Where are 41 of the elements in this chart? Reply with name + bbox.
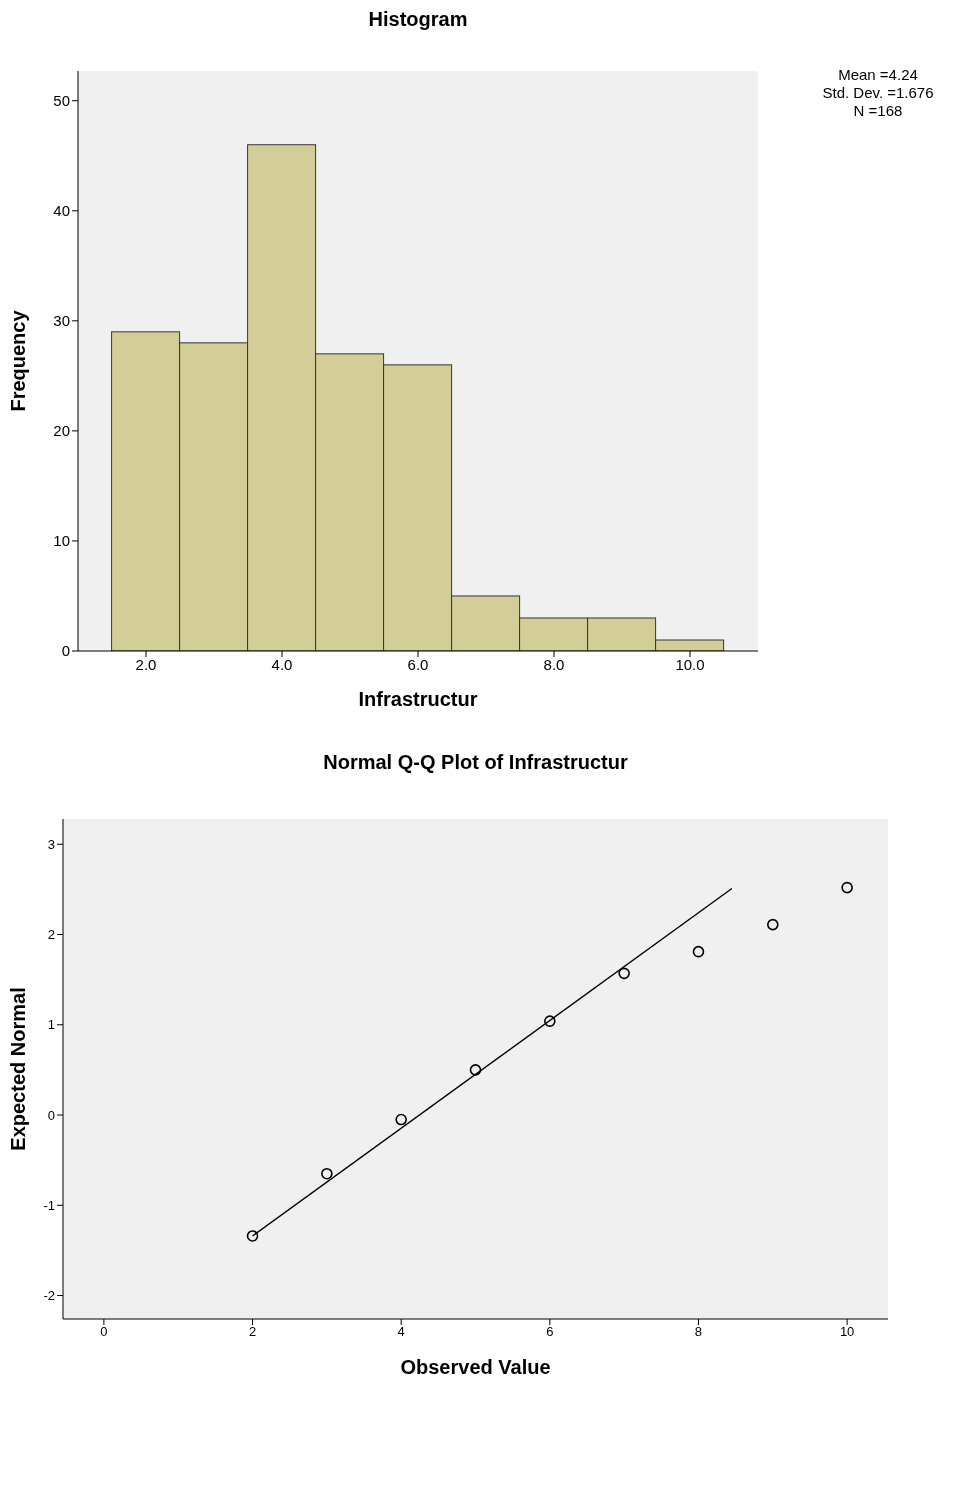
- y-tick-label: 40: [53, 202, 70, 220]
- y-tick-label: 0: [61, 642, 70, 660]
- x-tick-label: 4.0: [271, 655, 293, 673]
- point: [321, 1167, 333, 1180]
- y-tick-label: 20: [53, 422, 70, 440]
- chart-title: Normal Q-Q Plot of Infrastructur: [322, 751, 629, 774]
- x-tick-label: 6.0: [407, 655, 429, 673]
- x-tick-label: 2: [248, 1324, 257, 1340]
- x-tick-label: 8: [694, 1324, 703, 1340]
- point: [767, 918, 779, 931]
- point: [618, 967, 630, 980]
- x-tick-label: 8.0: [543, 655, 565, 673]
- point: [544, 1015, 556, 1027]
- point: [841, 881, 853, 894]
- y-tick-label: 1: [47, 1017, 55, 1033]
- y-axis-title: Expected Normal: [7, 987, 30, 1151]
- y-tick-label: 30: [53, 312, 70, 330]
- x-tick-label: 10: [839, 1324, 855, 1340]
- y-axis-title: Frequency: [7, 309, 30, 412]
- y-tick-label: 3: [47, 836, 55, 852]
- y-tick-label: -1: [43, 1197, 55, 1213]
- point: [692, 945, 705, 958]
- point: [469, 1064, 482, 1076]
- y-tick-label: 2: [47, 927, 55, 943]
- x-tick-label: 0: [100, 1324, 108, 1340]
- point: [395, 1113, 407, 1126]
- point: [246, 1230, 259, 1242]
- y-tick-label: 10: [53, 532, 70, 550]
- x-tick-label: 10.0: [675, 655, 705, 673]
- x-tick-label: 4: [397, 1324, 405, 1340]
- text: N =168: [852, 102, 904, 120]
- x-axis-title: Infrastructur: [358, 688, 478, 710]
- y-tick-label: -2: [43, 1288, 55, 1304]
- text: Mean =4.24: [837, 66, 919, 84]
- chart-title: Histogram: [367, 8, 469, 31]
- x-tick-label: 6: [546, 1324, 554, 1340]
- text: Std. Dev. =1.676: [821, 84, 935, 102]
- x-tick-label: 2.0: [135, 655, 157, 673]
- x-axis-title: Observed Value: [400, 1356, 551, 1378]
- y-tick-label: 50: [53, 92, 70, 110]
- y-tick-label: 0: [47, 1107, 55, 1123]
